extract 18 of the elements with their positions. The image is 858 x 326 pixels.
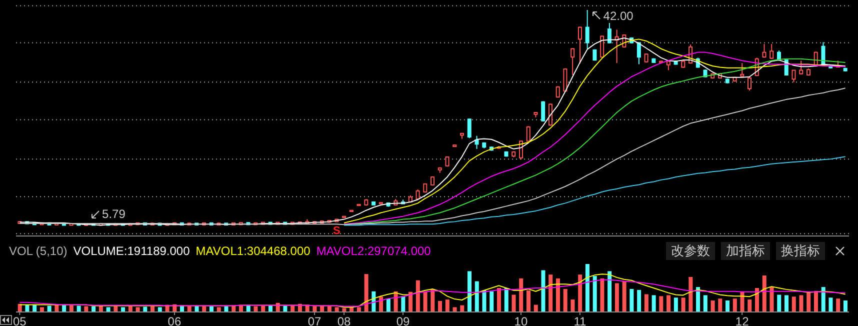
annotation: S (332, 225, 342, 237)
annotation: 42.00 (603, 8, 634, 23)
x-tick-label: 07 (308, 314, 322, 326)
text: MAVOL2:297074.000 (316, 244, 431, 258)
text: VOLUME:191189.000 (73, 244, 190, 258)
x-tick-label: 10 (514, 314, 528, 326)
text: MAVOL1:304468.000 (196, 244, 310, 258)
text: 换指标 (776, 242, 825, 260)
x-tick-label: 08 (337, 314, 352, 326)
text: 加指标 (721, 242, 770, 260)
annotation: 5.79 (102, 207, 126, 222)
x-tick-label: 05 (13, 314, 27, 326)
text: 改参数 (666, 242, 715, 260)
chart-title: VOL (5,10) (9, 244, 68, 258)
x-tick-label: 06 (168, 314, 182, 326)
x-tick-label: 11 (574, 314, 586, 326)
x-tick-label: 09 (396, 314, 410, 326)
x-tick-label: 12 (735, 314, 750, 326)
